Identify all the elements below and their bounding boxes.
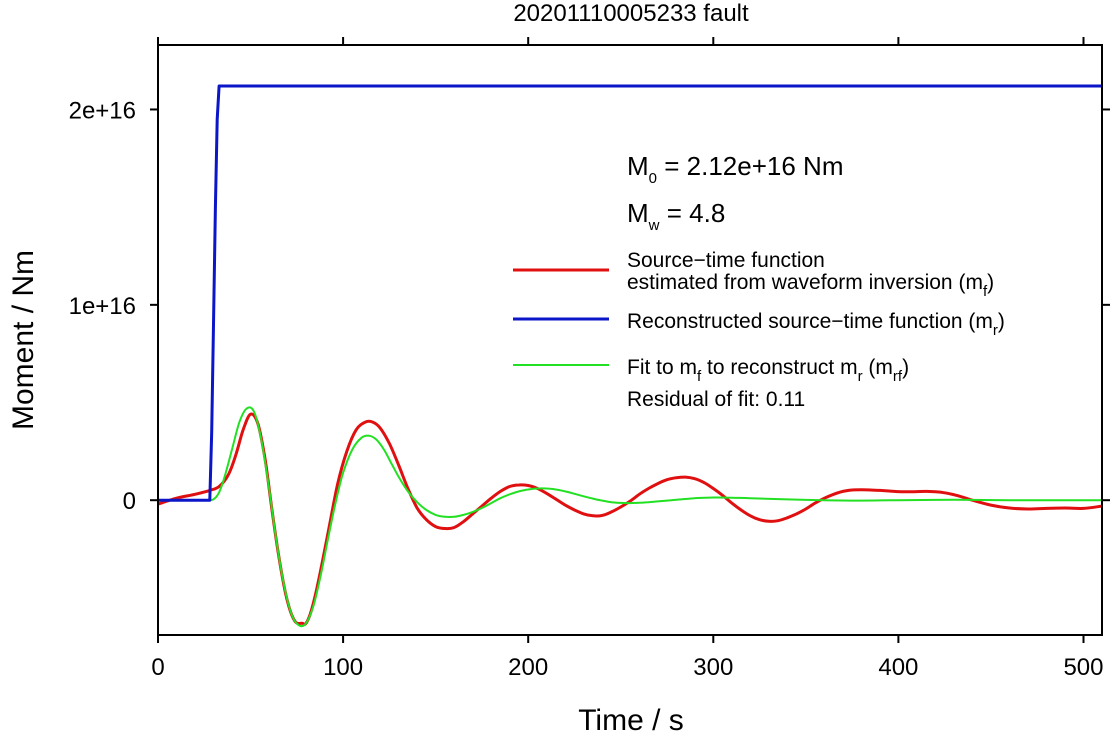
- y-axis-title: Moment / Nm: [7, 250, 40, 430]
- chart-title: 20201110005233 fault: [513, 0, 749, 27]
- x-tick-label: 400: [878, 654, 918, 681]
- legend-label-2: Fit to mf to reconstruct mr (mrf): [627, 356, 909, 385]
- x-tick-label: 100: [323, 654, 363, 681]
- x-tick-label: 0: [151, 654, 164, 681]
- residual-annotation: Residual of fit: 0.11: [627, 388, 805, 411]
- x-tick-label: 200: [508, 654, 548, 681]
- x-tick-label: 500: [1063, 654, 1103, 681]
- series-layer: [158, 84, 1102, 628]
- x-axis-title: Time / s: [578, 704, 684, 736]
- y-tick-label: 1e+16: [69, 293, 136, 320]
- axes-layer: 0 100 200 300 400 500 0 1e+16 2e+16: [69, 37, 1110, 681]
- series-line-1: [158, 84, 1102, 502]
- plot-frame: [157, 44, 1103, 636]
- legend-label-0: estimated from waveform inversion (mf): [627, 271, 994, 300]
- series-line-0: [158, 412, 1102, 626]
- m0-annotation: M0 = 2.12e+16 Nm: [627, 151, 843, 187]
- y-tick-label: 0: [123, 488, 136, 515]
- y-tick-label: 2e+16: [69, 97, 136, 124]
- legend-label-0-line1: Source−time function: [627, 249, 825, 272]
- legend-label-1: Reconstructed source−time function (mr): [627, 310, 1005, 339]
- x-tick-label: 300: [693, 654, 733, 681]
- mw-annotation: Mw = 4.8: [627, 198, 725, 234]
- series-line-2: [158, 406, 1102, 628]
